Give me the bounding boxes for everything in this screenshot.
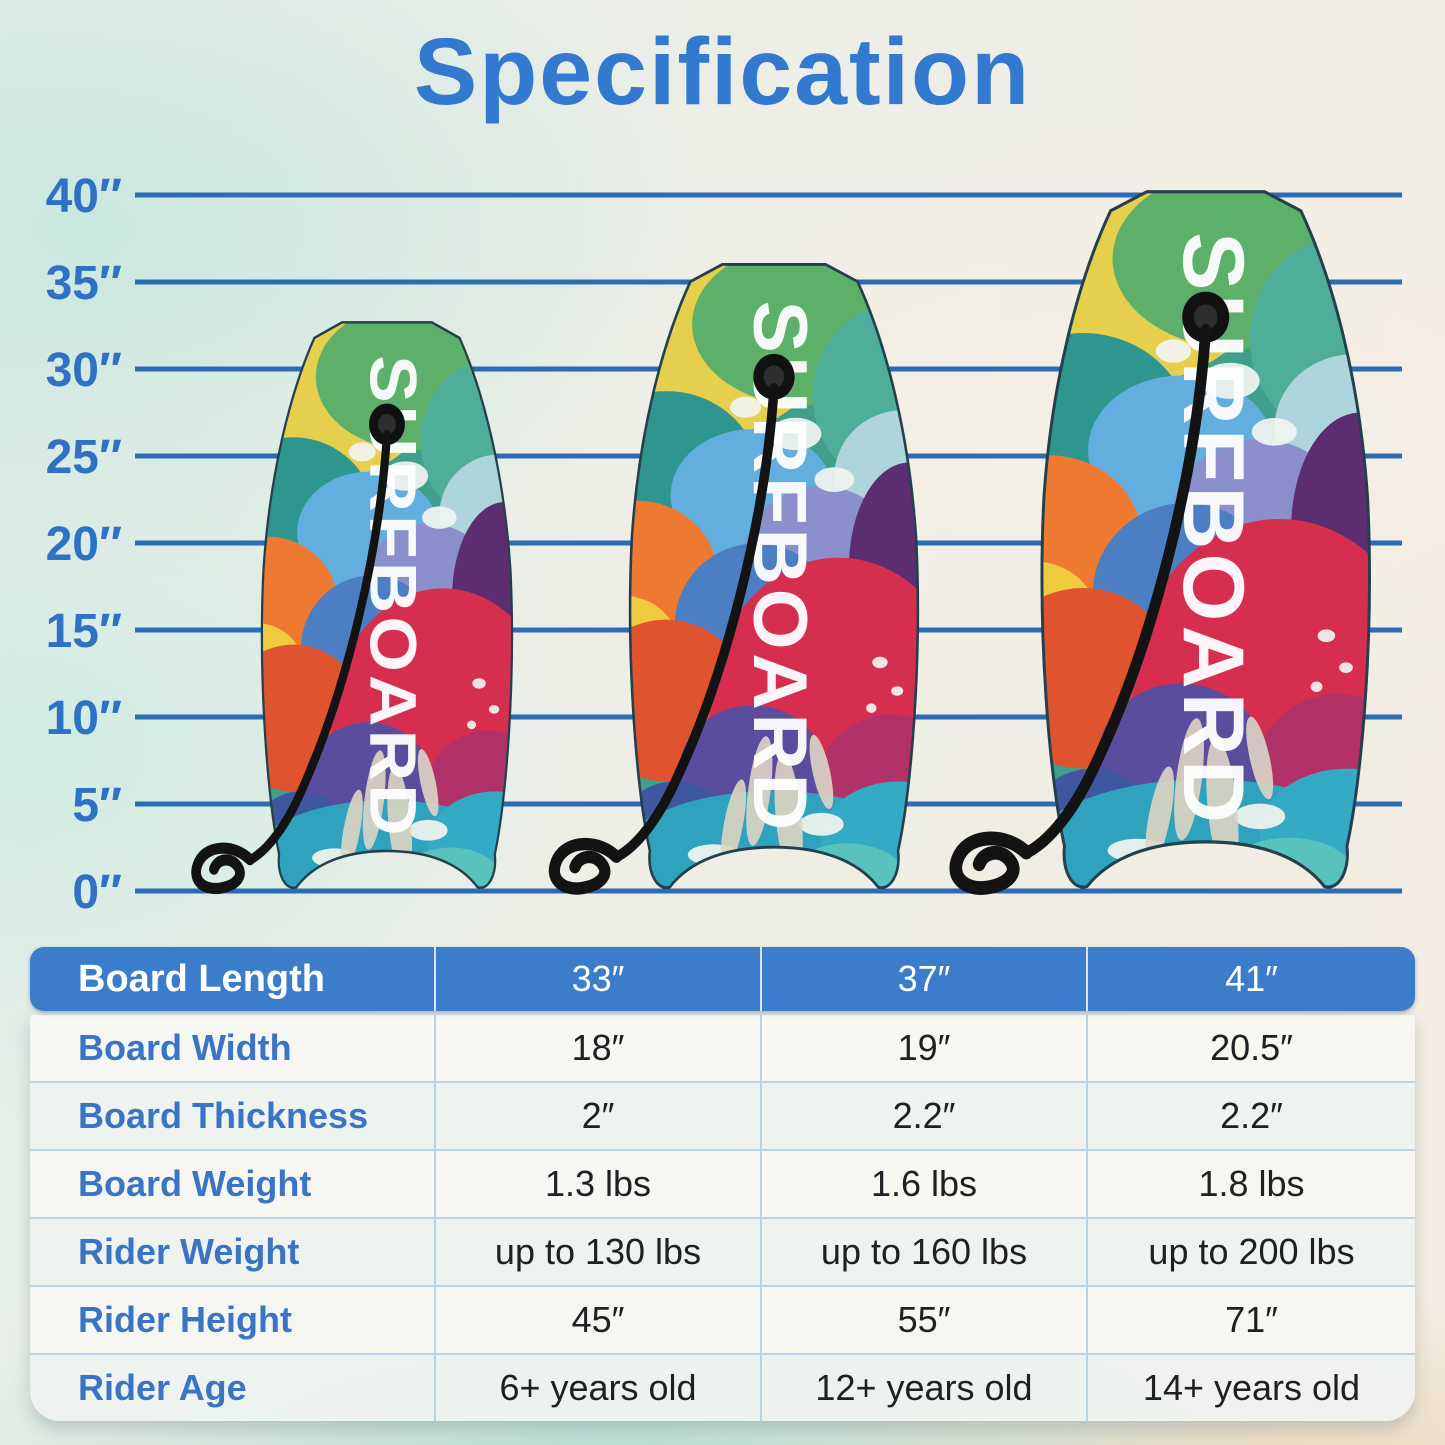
spec-table-header: Board Length 33″ 37″ 41″ xyxy=(30,947,1415,1011)
row-label: Rider Age xyxy=(78,1367,247,1408)
axis-tick-0: 0″ xyxy=(72,866,122,919)
header-value-33: 33″ xyxy=(434,947,760,1011)
table-row-rider-height: Rider Height 45″ 55″ 71″ xyxy=(30,1285,1415,1353)
row-value: 1.6 lbs xyxy=(760,1151,1086,1217)
row-value: 12+ years old xyxy=(760,1355,1086,1421)
row-label: Board Width xyxy=(78,1027,292,1068)
row-value: 45″ xyxy=(434,1287,760,1353)
bodyboard-33in xyxy=(196,303,563,938)
spec-table: Board Length 33″ 37″ 41″ Board Width 18″… xyxy=(30,947,1415,1421)
row-value: up to 200 lbs xyxy=(1086,1219,1415,1285)
row-label: Rider Weight xyxy=(78,1231,300,1272)
table-row-board-weight: Board Weight 1.3 lbs 1.6 lbs 1.8 lbs xyxy=(30,1149,1415,1217)
row-value: 71″ xyxy=(1086,1287,1415,1353)
table-row-board-thickness: Board Thickness 2″ 2.2″ 2.2″ xyxy=(30,1081,1415,1149)
row-value: 19″ xyxy=(760,1015,1086,1081)
axis-tick-15: 15″ xyxy=(46,605,122,658)
row-value: 2.2″ xyxy=(1086,1083,1415,1149)
bodyboard-41in xyxy=(956,168,1437,949)
axis-tick-10: 10″ xyxy=(46,692,122,745)
ruler-tick-labels: 40″ 35″ 30″ 25″ 20″ 15″ 10″ 5″ 0″ xyxy=(46,170,122,919)
row-value: up to 160 lbs xyxy=(760,1219,1086,1285)
header-value-37: 37″ xyxy=(760,947,1086,1011)
table-row-rider-weight: Rider Weight up to 130 lbs up to 160 lbs… xyxy=(30,1217,1415,1285)
header-label: Board Length xyxy=(78,957,325,1000)
row-value: 20.5″ xyxy=(1086,1015,1415,1081)
row-value: 18″ xyxy=(434,1015,760,1081)
row-value: 2″ xyxy=(434,1083,760,1149)
row-value: 1.3 lbs xyxy=(434,1151,760,1217)
axis-tick-5: 5″ xyxy=(72,779,122,832)
row-label: Board Thickness xyxy=(78,1095,369,1136)
header-value-41: 41″ xyxy=(1086,947,1415,1011)
row-value: 2.2″ xyxy=(760,1083,1086,1149)
row-value: 55″ xyxy=(760,1287,1086,1353)
axis-tick-35: 35″ xyxy=(46,257,122,310)
row-value: up to 130 lbs xyxy=(434,1219,760,1285)
row-label: Rider Height xyxy=(78,1299,293,1340)
axis-tick-20: 20″ xyxy=(46,518,122,571)
row-label: Board Weight xyxy=(78,1163,312,1204)
table-row-board-width: Board Width 18″ 19″ 20.5″ xyxy=(30,1015,1415,1081)
page-title: Specification xyxy=(413,19,1032,125)
bodyboard-37in xyxy=(554,243,976,943)
table-row-rider-age: Rider Age 6+ years old 12+ years old 14+… xyxy=(30,1353,1415,1421)
axis-tick-30: 30″ xyxy=(46,344,122,397)
axis-tick-25: 25″ xyxy=(46,431,122,484)
axis-tick-40: 40″ xyxy=(46,170,122,223)
spec-table-body: Board Width 18″ 19″ 20.5″ Board Thicknes… xyxy=(30,1015,1415,1421)
row-value: 1.8 lbs xyxy=(1086,1151,1415,1217)
row-value: 14+ years old xyxy=(1086,1355,1415,1421)
row-value: 6+ years old xyxy=(434,1355,760,1421)
